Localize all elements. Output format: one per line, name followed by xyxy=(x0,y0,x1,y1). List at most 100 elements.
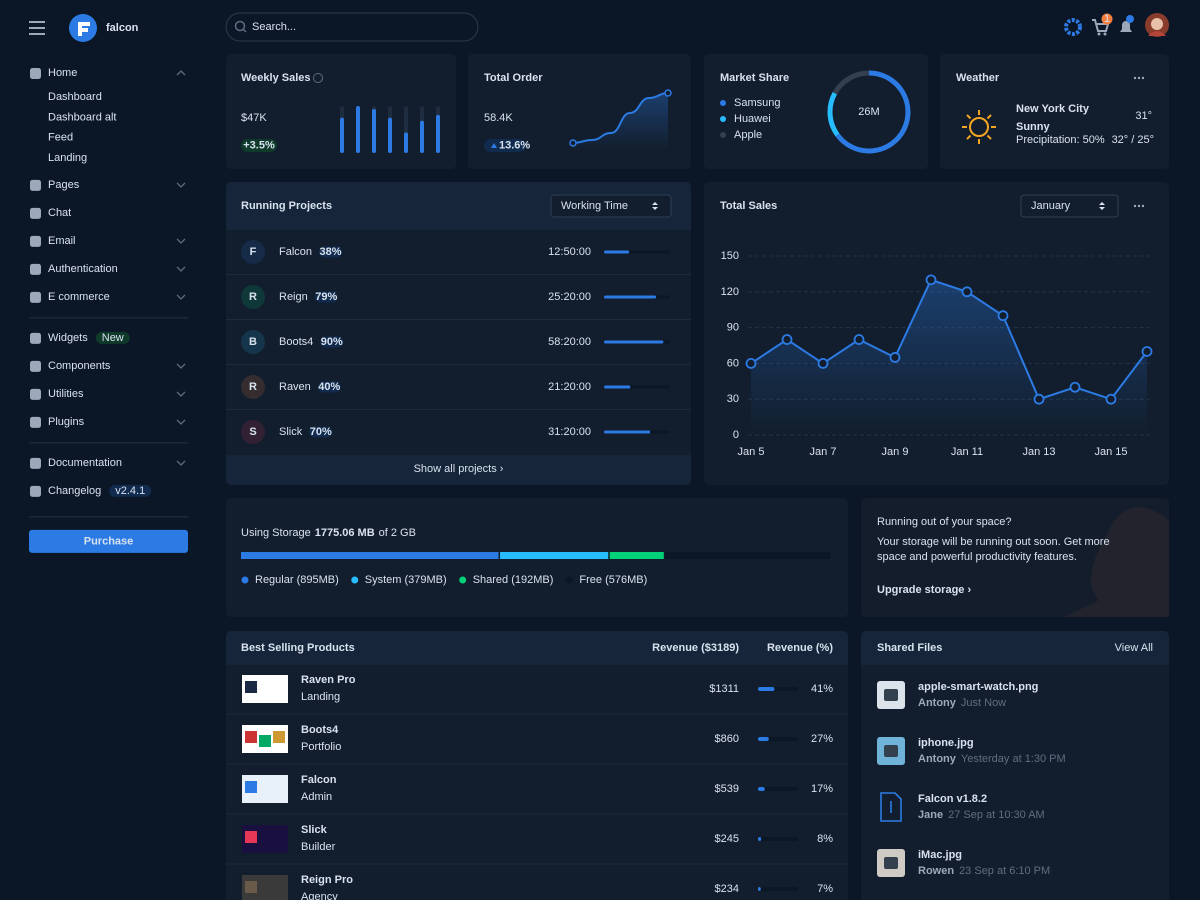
settings-icon[interactable] xyxy=(1064,18,1082,36)
month-select-label[interactable]: January xyxy=(1031,200,1071,212)
nav-item[interactable]: Utilities xyxy=(48,388,84,400)
nav-item[interactable]: Widgets xyxy=(48,332,88,344)
bar xyxy=(356,106,360,153)
legend-dot xyxy=(720,100,726,106)
file-name[interactable]: iMac.jpg xyxy=(918,849,962,861)
search-icon xyxy=(242,28,247,33)
product-name[interactable]: Slick xyxy=(301,824,328,836)
product-name[interactable]: Reign Pro xyxy=(301,874,353,886)
column-header: Revenue ($3189) xyxy=(652,642,739,654)
upgrade-text: space and powerful productivity features… xyxy=(877,551,1077,563)
project-name[interactable]: Boots4 xyxy=(279,336,313,348)
nav-item[interactable]: Documentation xyxy=(48,457,122,469)
file-thumbnail xyxy=(884,745,898,757)
project-name[interactable]: Reign xyxy=(279,291,308,303)
nav-item[interactable]: Home xyxy=(48,67,77,79)
sort-select[interactable] xyxy=(550,194,672,218)
nav-subitem[interactable]: Dashboard xyxy=(48,91,102,103)
x-tick-label: Jan 5 xyxy=(738,446,765,458)
avatar xyxy=(1148,31,1166,36)
select-arrow xyxy=(652,202,658,205)
up-arrow xyxy=(491,143,497,148)
point xyxy=(961,286,973,298)
decor-shape xyxy=(1064,507,1169,617)
nav-subitem[interactable]: Landing xyxy=(48,152,87,164)
sun-ray xyxy=(986,134,992,140)
bar xyxy=(372,108,376,153)
product-revenue: $539 xyxy=(715,783,739,795)
product-revenue: $860 xyxy=(715,733,739,745)
nav-item[interactable]: Plugins xyxy=(48,416,85,428)
nav-subitem[interactable]: Dashboard alt xyxy=(48,111,117,123)
upgrade-title: Running out of your space? xyxy=(877,516,1012,528)
product-share: 8% xyxy=(817,833,833,845)
more-dot xyxy=(1141,76,1145,80)
progress-badge: 79% xyxy=(315,291,337,303)
share-bar xyxy=(758,737,769,741)
card-header xyxy=(226,645,848,665)
project-name[interactable]: Falcon xyxy=(279,246,312,258)
purchase-label[interactable]: Purchase xyxy=(84,535,134,547)
sort-select-label[interactable]: Working Time xyxy=(561,200,628,212)
nav-item[interactable]: Changelog xyxy=(48,485,101,497)
legend-label: Huawei xyxy=(734,113,771,125)
project-avatar xyxy=(241,285,265,309)
notification-icon[interactable] xyxy=(1120,21,1132,32)
product-name[interactable]: Raven Pro xyxy=(301,674,356,686)
file-user: Jane xyxy=(918,809,943,821)
project-initial: R xyxy=(249,381,257,393)
progress-badge: 40% xyxy=(318,381,340,393)
project-name[interactable]: Slick xyxy=(279,426,303,438)
purchase-button[interactable] xyxy=(29,529,188,553)
nav-item[interactable]: Email xyxy=(48,235,76,247)
project-time: 31:20:00 xyxy=(548,426,591,438)
project-name[interactable]: Raven xyxy=(279,381,311,393)
storage-summary: Using Storage 1775.06 MB of 2 GB xyxy=(241,527,416,539)
x-tick-label: Jan 13 xyxy=(1022,446,1055,458)
product-thumbnail xyxy=(245,731,257,743)
nav-item[interactable]: E commerce xyxy=(48,291,110,303)
project-avatar xyxy=(241,330,265,354)
y-tick-label: 150 xyxy=(721,250,739,262)
project-initial: R xyxy=(249,291,257,303)
nav-item[interactable]: Components xyxy=(48,360,111,372)
sun-ray xyxy=(986,114,992,120)
notification-dot xyxy=(1126,15,1134,23)
nav-item[interactable]: Chat xyxy=(48,207,71,219)
file-meta: Antony Yesterday at 1:30 PM xyxy=(918,753,1066,765)
product-thumbnail xyxy=(245,831,257,843)
sun-ray xyxy=(966,114,972,120)
legend-dot xyxy=(351,576,359,584)
file-user: Rowen xyxy=(918,865,954,877)
nav-subitem[interactable]: Feed xyxy=(48,132,73,144)
trend-point xyxy=(569,139,577,147)
share-bar xyxy=(758,687,775,691)
upgrade-text: Your storage will be running out soon. G… xyxy=(877,536,1110,548)
x-tick-label: Jan 9 xyxy=(882,446,909,458)
upgrade-link[interactable]: Upgrade storage › xyxy=(877,584,971,596)
point xyxy=(997,310,1009,322)
search-icon xyxy=(234,20,246,32)
nav-item[interactable]: Authentication xyxy=(48,263,118,275)
select-arrow xyxy=(1099,202,1105,205)
product-name[interactable]: Falcon xyxy=(301,774,337,786)
y-tick-label: 60 xyxy=(727,357,739,369)
month-select[interactable] xyxy=(1020,194,1119,218)
show-all-link[interactable]: Show all projects › xyxy=(414,463,504,475)
card-title: Weekly Sales xyxy=(241,72,311,84)
cart-icon xyxy=(1097,32,1101,36)
nav-item[interactable]: Pages xyxy=(48,179,80,191)
file-time: Just Now xyxy=(961,697,1006,709)
product-name[interactable]: Boots4 xyxy=(301,724,339,736)
sun-ray xyxy=(966,134,972,140)
file-name[interactable]: Falcon v1.8.2 xyxy=(918,793,987,805)
change-badge-bg xyxy=(241,139,277,152)
sun-icon xyxy=(969,117,989,137)
file-name[interactable]: apple-smart-watch.png xyxy=(918,681,1038,693)
legend-dot xyxy=(241,576,249,584)
file-name[interactable]: iphone.jpg xyxy=(918,737,974,749)
legend-dot xyxy=(565,576,573,584)
search-box[interactable] xyxy=(225,12,479,42)
search-placeholder[interactable]: Search... xyxy=(252,21,296,33)
view-all-link[interactable]: View All xyxy=(1115,642,1153,654)
